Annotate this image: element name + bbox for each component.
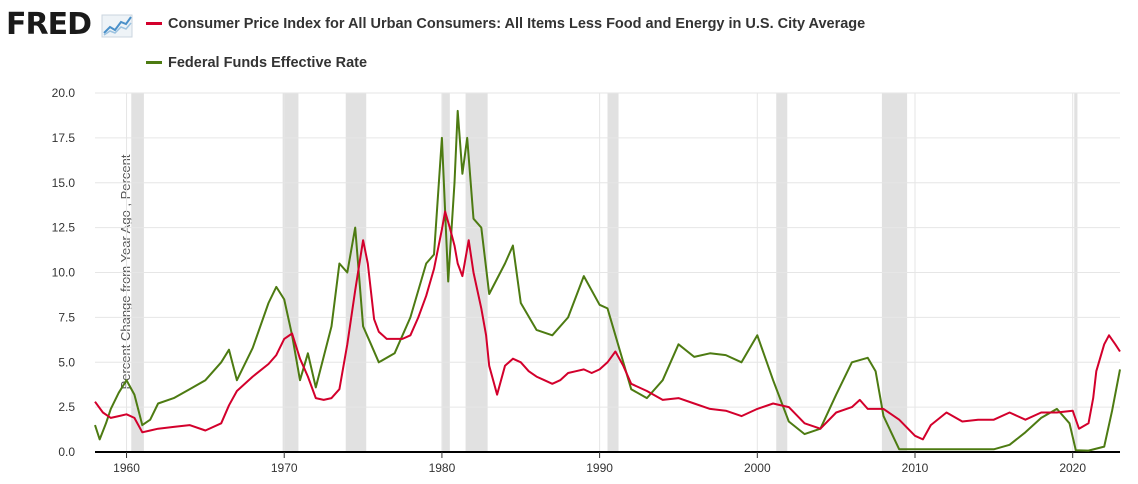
x-tick-label: 2020 (1059, 461, 1086, 475)
x-tick-label: 2010 (902, 461, 929, 475)
fred-logo[interactable]: FRED (6, 7, 92, 42)
legend-item-ffr[interactable]: Federal Funds Effective Rate (146, 55, 367, 71)
y-axis-ticks: 0.0 2.5 5.0 7.5 10.0 12.5 15.0 17.5 20.0 (52, 86, 76, 459)
legend-swatch-cpi (146, 21, 162, 25)
y-tick-label: 0.0 (58, 445, 75, 459)
x-tick-label: 2000 (744, 461, 771, 475)
series-line-cpi[interactable] (94, 210, 1121, 441)
legend-label-cpi: Consumer Price Index for All Urban Consu… (168, 16, 866, 32)
x-tick-label: 1980 (429, 461, 456, 475)
y-tick-label: 20.0 (52, 86, 76, 100)
fred-graph-icon (101, 14, 133, 38)
y-tick-label: 2.5 (58, 400, 75, 414)
y-tick-label: 5.0 (58, 355, 75, 369)
y-tick-label: 17.5 (52, 131, 76, 145)
x-axis-ticks: 1960 1970 1980 1990 2000 2010 2020 (113, 452, 1086, 475)
legend-label-ffr: Federal Funds Effective Rate (168, 55, 368, 71)
y-tick-label: 12.5 (52, 221, 76, 235)
y-tick-label: 7.5 (58, 310, 75, 324)
y-tick-label: 15.0 (52, 176, 76, 190)
y-tick-label: 10.0 (52, 266, 76, 280)
x-tick-label: 1990 (586, 461, 613, 475)
series-lines (94, 109, 1121, 452)
x-tick-label: 1960 (113, 461, 140, 475)
x-tick-label: 1970 (271, 461, 298, 475)
legend-item-cpi[interactable]: Consumer Price Index for All Urban Consu… (146, 16, 865, 32)
legend-swatch-ffr (146, 60, 162, 64)
